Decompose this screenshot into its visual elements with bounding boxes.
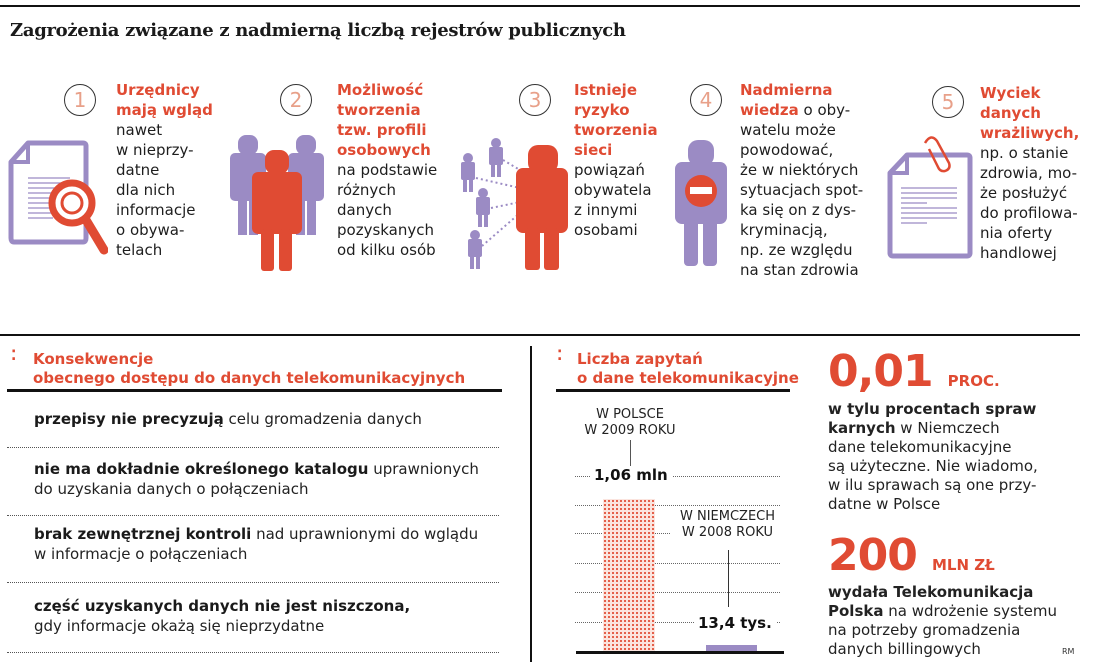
chart-baseline	[576, 651, 784, 654]
threat-number-5: 5	[932, 86, 964, 118]
bar-germany	[706, 645, 757, 651]
consequence-item-2: nie ma dokładnie określonego katalogu up…	[34, 460, 479, 498]
threat-number-3: 3	[519, 84, 551, 116]
people-group-icon	[230, 135, 324, 271]
consequence-item-1: przepisy nie precyzują celu gromadzenia …	[34, 410, 422, 428]
germany-label: W NIEMCZECH W 2008 ROKU	[670, 509, 785, 541]
germany-pointer	[728, 550, 729, 607]
threat-5-text: Wyciek danych wrażliwych, np. o stanie z…	[980, 84, 1080, 262]
top-rule	[0, 5, 1080, 7]
gridline	[575, 592, 780, 593]
stat-2-text: wydała Telekomunikacja Polska na wdrożen…	[828, 583, 1058, 658]
consequences-heading: Konsekwencje obecnego dostępu do danych …	[33, 350, 466, 387]
dotted-separator	[7, 447, 499, 448]
poland-label: W POLSCE W 2009 ROKU	[584, 407, 676, 438]
threat-number-1: 1	[64, 84, 96, 116]
queries-rule	[556, 389, 790, 392]
consequences-rule	[7, 389, 502, 392]
gridline	[575, 505, 780, 506]
dotted-separator	[7, 652, 499, 653]
queries-heading: Liczba zapytań o dane telekomunikacyjne	[577, 350, 799, 387]
poland-pointer	[630, 440, 631, 470]
dotted-separator	[7, 515, 499, 516]
threat-3-text: Istnieje ryzyko tworzenia sieci powiązań…	[574, 81, 658, 239]
poland-value: 1,06 mln	[590, 466, 672, 484]
author-credit: RM	[1062, 647, 1075, 656]
person-no-entry-icon	[675, 140, 727, 266]
threat-number-2: 2	[280, 84, 312, 116]
germany-value: 13,4 tys.	[694, 614, 776, 632]
page-title: Zagrożenia związane z nadmierną liczbą r…	[10, 20, 626, 41]
consequence-item-3: brak zewnętrznej kontroli nad uprawniony…	[34, 525, 479, 563]
dotted-separator	[7, 582, 499, 583]
section-marker-icon: ⁚	[11, 348, 17, 364]
bar-poland	[603, 499, 655, 651]
gridline	[575, 563, 780, 564]
gridline	[575, 476, 780, 477]
document-paperclip-icon	[887, 136, 973, 259]
consequence-item-4: część uzyskanych danych nie jest niszczo…	[34, 597, 411, 635]
threat-2-text: Możliwość tworzenia tzw. profili osobowy…	[337, 81, 438, 259]
threat-number-4: 4	[690, 84, 722, 116]
section-marker-icon: ⁚	[557, 348, 563, 364]
stat-2-headline: 200 MLN ZŁ	[828, 530, 995, 581]
column-divider	[530, 346, 532, 662]
threat-1-text: Urzędnicy mają wgląd nawet w nieprzy- da…	[116, 81, 213, 259]
stat-1-text: w tylu procentach spraw karnych w Niemcz…	[828, 400, 1038, 513]
section-divider	[0, 334, 1080, 336]
gridline	[575, 622, 780, 623]
person-network-icon	[461, 138, 568, 270]
threat-4-text: Nadmierna wiedza o oby- watelu może powo…	[740, 81, 864, 279]
document-magnifier-icon	[8, 140, 108, 255]
stat-1-headline: 0,01 PROC.	[828, 346, 1000, 397]
